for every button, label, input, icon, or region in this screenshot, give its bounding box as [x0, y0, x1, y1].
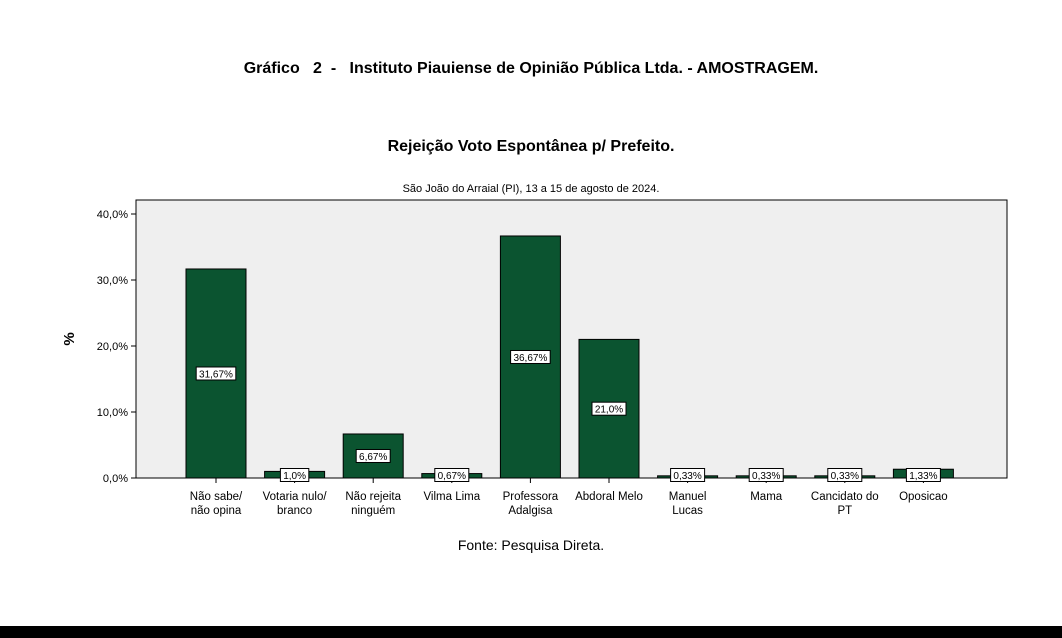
- chart-title: Rejeição Voto Espontânea p/ Prefeito.: [387, 138, 675, 155]
- data-label-box: [510, 349, 551, 364]
- data-label-box: [670, 468, 706, 482]
- data-label-box: [195, 366, 237, 381]
- x-tick-label: Não sabe/: [190, 491, 243, 503]
- data-label: 1,33%: [909, 471, 937, 482]
- y-tick-label: 30,0%: [97, 275, 128, 287]
- data-label-box: [279, 468, 310, 482]
- bottom-black-bar: [0, 626, 1062, 638]
- x-tick-label: ninguém: [351, 505, 395, 517]
- page-header-title: Gráfico 2 - Instituto Piauiense de Opini…: [243, 60, 819, 77]
- x-tick-label: não opina: [191, 505, 242, 517]
- x-tick-label: Mama: [750, 491, 783, 503]
- data-label: 0,33%: [673, 471, 701, 482]
- x-tick-label: Manuel: [669, 491, 707, 503]
- y-tick-label: 10,0%: [97, 407, 128, 419]
- chart-subtitle: São João do Arraial (PI), 13 a 15 de ago…: [402, 183, 660, 195]
- y-tick-label: 0,0%: [103, 473, 128, 485]
- data-label-box: [748, 468, 784, 482]
- y-tick-label: 20,0%: [97, 341, 128, 353]
- data-label: 0,33%: [752, 471, 780, 482]
- data-label: 1,0%: [283, 471, 306, 482]
- data-label-box: [827, 468, 863, 482]
- data-label-box: [591, 401, 627, 416]
- data-label-box: [434, 468, 470, 482]
- data-label: 36,67%: [513, 353, 547, 364]
- x-tick-label: branco: [277, 505, 312, 517]
- x-tick-label: Não rejeita: [345, 491, 401, 503]
- x-tick-label: Vilma Lima: [423, 491, 480, 503]
- data-label: 6,67%: [359, 452, 387, 463]
- x-tick-label: Cancidato do: [811, 491, 879, 503]
- y-axis-label: %: [61, 332, 78, 345]
- data-label: 0,33%: [831, 471, 859, 482]
- x-tick-label: PT: [837, 505, 852, 517]
- source-note: Fonte: Pesquisa Direta.: [457, 537, 605, 553]
- x-tick-label: Oposicao: [899, 491, 948, 503]
- data-label: 21,0%: [595, 405, 623, 416]
- data-label: 31,67%: [199, 369, 233, 380]
- data-label-box: [355, 448, 391, 463]
- plot-area: [135, 199, 1008, 479]
- y-tick-label: 40,0%: [97, 209, 128, 221]
- data-label: 0,67%: [438, 471, 466, 482]
- data-label-box: [905, 468, 941, 482]
- x-tick-label: Professora: [503, 491, 559, 503]
- x-tick-label: Abdoral Melo: [575, 491, 643, 503]
- x-tick-label: Adalgisa: [508, 505, 553, 517]
- x-tick-label: Votaria nulo/: [263, 491, 328, 503]
- x-tick-label: Lucas: [672, 505, 703, 517]
